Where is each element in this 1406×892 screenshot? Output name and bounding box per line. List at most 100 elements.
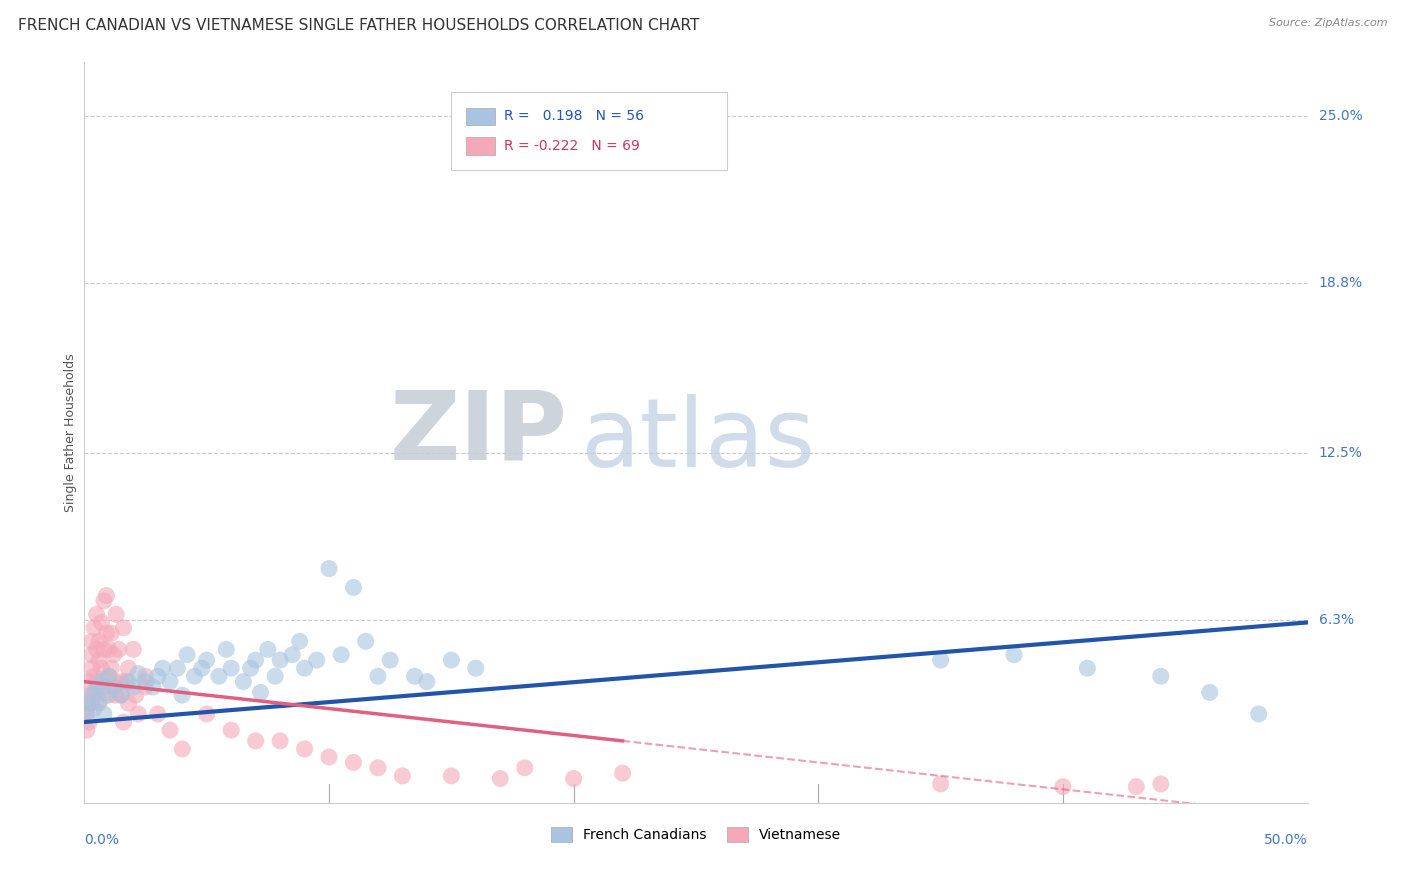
French Canadians <box>380 653 402 667</box>
French Canadians <box>245 653 267 667</box>
Text: ZIP: ZIP <box>389 386 568 479</box>
French Canadians <box>464 661 486 675</box>
French Canadians <box>294 661 316 675</box>
French Canadians <box>404 669 426 683</box>
Vietnamese <box>110 688 132 702</box>
Vietnamese <box>97 642 120 657</box>
Vietnamese <box>87 696 110 710</box>
Legend: French Canadians, Vietnamese: French Canadians, Vietnamese <box>546 822 846 847</box>
Vietnamese <box>562 772 585 786</box>
French Canadians <box>249 685 271 699</box>
Vietnamese <box>87 653 110 667</box>
French Canadians <box>929 653 952 667</box>
Vietnamese <box>195 706 218 721</box>
Vietnamese <box>135 669 157 683</box>
Vietnamese <box>117 661 139 675</box>
French Canadians <box>90 674 112 689</box>
Vietnamese <box>103 648 125 662</box>
French Canadians <box>176 648 198 662</box>
French Canadians <box>127 666 149 681</box>
Vietnamese <box>391 769 413 783</box>
Vietnamese <box>269 734 291 748</box>
Vietnamese <box>103 674 125 689</box>
Vietnamese <box>90 615 112 630</box>
Vietnamese <box>135 680 157 694</box>
Vietnamese <box>77 688 100 702</box>
French Canadians <box>440 653 463 667</box>
Vietnamese <box>294 742 316 756</box>
French Canadians <box>103 680 125 694</box>
French Canadians <box>281 648 304 662</box>
French Canadians <box>354 634 377 648</box>
Vietnamese <box>146 706 169 721</box>
French Canadians <box>87 693 110 707</box>
Vietnamese <box>83 688 105 702</box>
French Canadians <box>83 701 105 715</box>
Text: 6.3%: 6.3% <box>1319 613 1354 627</box>
Vietnamese <box>87 634 110 648</box>
Vietnamese <box>342 756 364 770</box>
French Canadians <box>96 688 118 702</box>
French Canadians <box>288 634 311 648</box>
Vietnamese <box>117 696 139 710</box>
Vietnamese <box>86 642 108 657</box>
French Canadians <box>330 648 353 662</box>
Vietnamese <box>612 766 634 780</box>
Vietnamese <box>105 688 128 702</box>
Text: R = -0.222   N = 69: R = -0.222 N = 69 <box>503 139 640 153</box>
Vietnamese <box>489 772 512 786</box>
Vietnamese <box>96 626 118 640</box>
French Canadians <box>232 674 254 689</box>
French Canadians <box>318 561 340 575</box>
French Canadians <box>1150 669 1173 683</box>
Vietnamese <box>219 723 242 738</box>
Vietnamese <box>96 589 118 603</box>
French Canadians <box>1247 706 1270 721</box>
French Canadians <box>367 669 389 683</box>
Text: 18.8%: 18.8% <box>1319 277 1362 290</box>
Vietnamese <box>105 607 128 622</box>
Vietnamese <box>83 669 105 683</box>
Text: R =   0.198   N = 56: R = 0.198 N = 56 <box>503 110 644 123</box>
Vietnamese <box>77 714 100 729</box>
French Canadians <box>77 696 100 710</box>
French Canadians <box>93 706 115 721</box>
Vietnamese <box>110 674 132 689</box>
French Canadians <box>159 674 181 689</box>
Vietnamese <box>318 750 340 764</box>
Vietnamese <box>76 701 98 715</box>
Vietnamese <box>122 642 145 657</box>
Vietnamese <box>97 688 120 702</box>
French Canadians <box>152 661 174 675</box>
Text: 25.0%: 25.0% <box>1319 110 1362 123</box>
French Canadians <box>172 688 194 702</box>
Text: 50.0%: 50.0% <box>1264 833 1308 847</box>
French Canadians <box>76 706 98 721</box>
Vietnamese <box>100 661 122 675</box>
Vietnamese <box>440 769 463 783</box>
Vietnamese <box>367 761 389 775</box>
FancyBboxPatch shape <box>451 92 727 169</box>
Vietnamese <box>159 723 181 738</box>
Text: FRENCH CANADIAN VS VIETNAMESE SINGLE FATHER HOUSEHOLDS CORRELATION CHART: FRENCH CANADIAN VS VIETNAMESE SINGLE FAT… <box>18 18 700 33</box>
Vietnamese <box>86 607 108 622</box>
French Canadians <box>264 669 287 683</box>
Vietnamese <box>76 723 98 738</box>
French Canadians <box>97 669 120 683</box>
French Canadians <box>219 661 242 675</box>
French Canadians <box>166 661 188 675</box>
FancyBboxPatch shape <box>465 108 495 126</box>
Vietnamese <box>513 761 536 775</box>
French Canadians <box>135 674 157 689</box>
French Canadians <box>122 680 145 694</box>
Vietnamese <box>97 669 120 683</box>
Vietnamese <box>80 696 103 710</box>
French Canadians <box>110 688 132 702</box>
French Canadians <box>1198 685 1220 699</box>
Vietnamese <box>112 621 135 635</box>
Vietnamese <box>929 777 952 791</box>
French Canadians <box>342 581 364 595</box>
Vietnamese <box>1150 777 1173 791</box>
Text: 12.5%: 12.5% <box>1319 446 1362 459</box>
Vietnamese <box>172 742 194 756</box>
